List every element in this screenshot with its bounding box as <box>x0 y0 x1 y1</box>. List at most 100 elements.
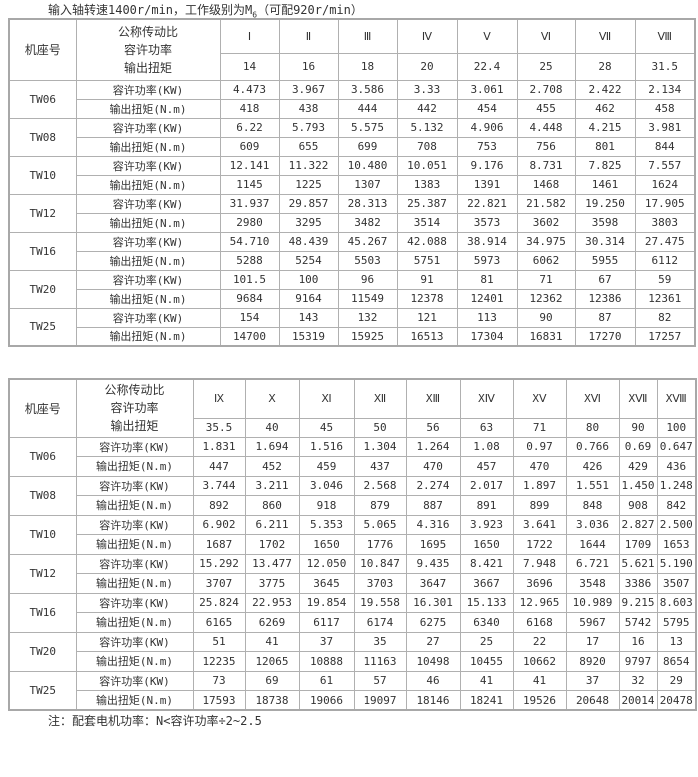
torque-value: 918 <box>298 495 355 516</box>
torque-value: 455 <box>516 98 576 119</box>
power-value: 57 <box>353 670 407 691</box>
torque-value: 1653 <box>656 534 697 555</box>
torque-value: 429 <box>618 456 658 477</box>
power-label: 容许功率(KW) <box>75 592 194 613</box>
power-value: 0.647 <box>656 436 697 457</box>
power-value: 3.061 <box>456 79 518 100</box>
torque-value: 801 <box>574 136 636 157</box>
torque-value: 15319 <box>278 326 339 347</box>
header-row-grades: 机座号 公称传动比 容许功率 输出扭矩 Ⅸ Ⅹ Ⅺ Ⅻ XⅢ XⅣ XⅤ XⅥ XⅦ XⅧ <box>8 378 697 438</box>
power-value: 27.475 <box>634 231 696 252</box>
power-value: 5.575 <box>337 117 398 138</box>
power-value: 41 <box>459 670 514 691</box>
torque-value: 842 <box>656 495 697 516</box>
torque-value: 3602 <box>516 212 576 233</box>
grade-cell: Ⅰ <box>219 18 280 54</box>
ratio-cell: 45 <box>298 417 355 438</box>
model-cell: TW12 <box>8 193 77 233</box>
power-value: 3.967 <box>278 79 339 100</box>
power-value: 143 <box>278 307 339 328</box>
table-row-power: TW25 容许功率(KW) 154 143 132 121 113 90 87 82 <box>8 307 696 347</box>
power-label: 容许功率(KW) <box>75 436 194 457</box>
power-value: 81 <box>456 269 518 290</box>
power-value: 132 <box>337 307 398 328</box>
torque-value: 908 <box>618 495 658 516</box>
power-value: 13 <box>656 631 697 652</box>
power-value: 10.847 <box>353 553 407 574</box>
power-value: 1.897 <box>512 475 567 496</box>
table-row-torque: 输出扭矩(N.m) 3707 3775 3645 3703 3647 3667 3696 354… <box>9 573 697 594</box>
model-cell: TW10 <box>8 155 77 195</box>
power-value: 46 <box>405 670 461 691</box>
model-cell: TW10 <box>8 514 77 555</box>
grade-cell: XⅤ <box>512 378 567 419</box>
torque-value: 753 <box>456 136 518 157</box>
power-value: 1.831 <box>192 436 246 457</box>
torque-label: 输出扭矩(N.m) <box>75 651 194 672</box>
torque-value: 1709 <box>618 534 658 555</box>
torque-label: 输出扭矩(N.m) <box>75 174 221 195</box>
grade-cell: Ⅻ <box>353 378 407 419</box>
torque-value: 655 <box>278 136 339 157</box>
torque-value: 10455 <box>459 651 514 672</box>
torque-value: 457 <box>459 456 514 477</box>
torque-value: 848 <box>565 495 620 516</box>
power-value: 34.975 <box>516 231 576 252</box>
model-cell: TW08 <box>8 475 77 516</box>
power-value: 12.050 <box>298 553 355 574</box>
torque-value: 1650 <box>298 534 355 555</box>
power-label: 容许功率(KW) <box>75 269 221 290</box>
title-subscript: 6 <box>252 10 258 20</box>
torque-value: 5751 <box>396 250 458 271</box>
torque-value: 1145 <box>219 174 280 195</box>
torque-value: 17270 <box>574 326 636 347</box>
torque-value: 756 <box>516 136 576 157</box>
power-value: 7.948 <box>512 553 567 574</box>
power-value: 16.301 <box>405 592 461 613</box>
torque-value: 19066 <box>298 690 355 711</box>
power-value: 2.422 <box>574 79 636 100</box>
torque-value: 6340 <box>459 612 514 633</box>
power-value: 22.821 <box>456 193 518 214</box>
ratio-cell: 50 <box>353 417 407 438</box>
power-value: 1.248 <box>656 475 697 496</box>
torque-value: 3295 <box>278 212 339 233</box>
torque-value: 12235 <box>192 651 246 672</box>
power-value: 5.065 <box>353 514 407 535</box>
table-row-power: TW16 容许功率(KW) 54.710 48.439 45.267 42.088 38.9… <box>8 231 696 271</box>
torque-value: 1695 <box>405 534 461 555</box>
power-value: 9.435 <box>405 553 461 574</box>
spec-table-2: 机座号 公称传动比 容许功率 输出扭矩 Ⅸ Ⅹ Ⅺ Ⅻ XⅢ XⅣ XⅤ XⅥ XⅦ XⅧ 35.5 40 45… <box>8 378 697 711</box>
power-value: 101.5 <box>219 269 280 290</box>
ratio-cell: 14 <box>219 52 280 81</box>
power-value: 2.017 <box>459 475 514 496</box>
torque-label: 输出扭矩(N.m) <box>75 534 194 555</box>
power-value: 15.133 <box>459 592 514 613</box>
torque-value: 3482 <box>337 212 398 233</box>
power-value: 9.215 <box>618 592 658 613</box>
torque-value: 6117 <box>298 612 355 633</box>
torque-label: 输出扭矩(N.m) <box>75 612 194 633</box>
grade-cell: XⅢ <box>405 378 461 419</box>
torque-value: 438 <box>278 98 339 119</box>
power-label: 容许功率(KW) <box>75 231 221 252</box>
title-suffix: （可配920r/min） <box>257 3 363 17</box>
power-value: 41 <box>244 631 300 652</box>
torque-value: 9164 <box>278 288 339 309</box>
power-value: 30.314 <box>574 231 636 252</box>
power-value: 9.176 <box>456 155 518 176</box>
table-row-power: TW10 容许功率(KW) 12.141 11.322 10.480 10.051 9.17… <box>8 155 696 195</box>
torque-label: 输出扭矩(N.m) <box>75 288 221 309</box>
ratio-cell: 22.4 <box>456 52 518 81</box>
power-value: 8.603 <box>656 592 697 613</box>
torque-label: 输出扭矩(N.m) <box>75 456 194 477</box>
power-value: 1.450 <box>618 475 658 496</box>
power-value: 5.190 <box>656 553 697 574</box>
grade-cell: Ⅹ <box>244 378 300 419</box>
power-value: 4.906 <box>456 117 518 138</box>
torque-value: 6165 <box>192 612 246 633</box>
power-value: 3.211 <box>244 475 300 496</box>
torque-value: 12361 <box>634 288 696 309</box>
torque-value: 3775 <box>244 573 300 594</box>
spec-table-1: 机座号 公称传动比 容许功率 输出扭矩 Ⅰ Ⅱ Ⅲ Ⅳ Ⅴ Ⅵ Ⅶ Ⅷ 14 16 18 20 22.4 25 28… <box>8 18 696 347</box>
